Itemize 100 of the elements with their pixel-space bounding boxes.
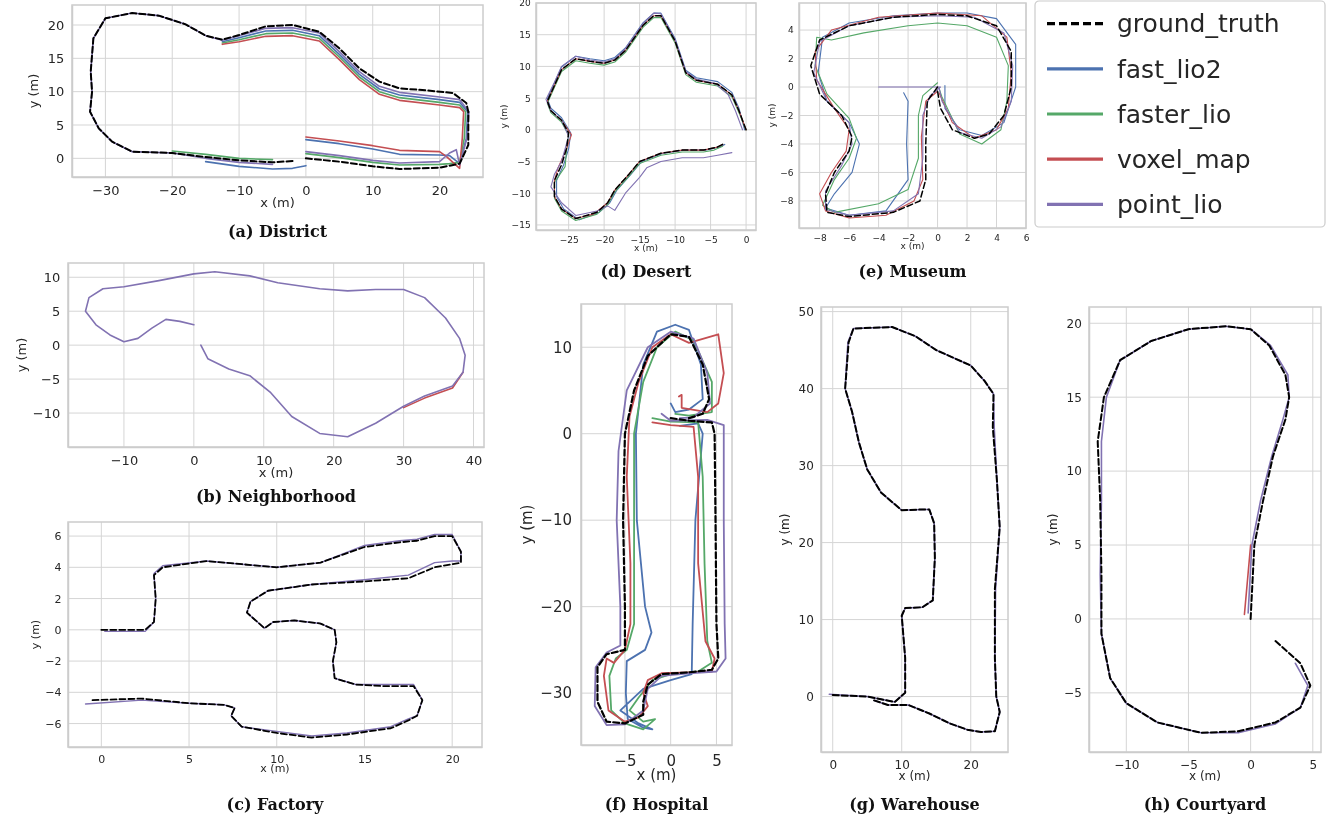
x-tick-label: −6 [842, 232, 857, 243]
x-axis-title: x (m) [260, 762, 290, 776]
x-tick-label: −10 [666, 234, 686, 245]
y-tick-label: −30 [540, 684, 572, 703]
x-axis-title: x (m) [634, 242, 658, 253]
text: (c) Factory [226, 795, 325, 814]
text: (f) Hospital [604, 795, 709, 814]
x-tick-label: 0 [98, 752, 106, 766]
x-tick-label: −10 [1114, 757, 1140, 772]
y-tick-label: 0 [55, 150, 65, 166]
x-tick-label: 0 [743, 234, 750, 245]
y-tick-label: −8 [780, 196, 794, 207]
y-tick-label: −6 [45, 717, 62, 731]
legend-label: fast_lio2 [1117, 54, 1222, 84]
y-tick-label: 10 [798, 612, 814, 627]
y-tick-label: 5 [51, 303, 61, 319]
x-axis-title: x (m) [636, 765, 677, 784]
y-tick-label: 0 [806, 689, 814, 704]
x-tick-label: −30 [92, 183, 120, 199]
y-tick-label: 10 [43, 269, 61, 285]
x-tick-label: 5 [1309, 757, 1318, 772]
x-tick-label: 20 [445, 752, 460, 766]
y-tick-label: 0 [787, 82, 794, 93]
y-tick-label: −5 [1064, 686, 1082, 701]
x-tick-label: −20 [159, 183, 187, 199]
y-tick-label: 0 [54, 623, 62, 637]
x-tick-label: 0 [1247, 757, 1255, 772]
y-tick-label: 10 [552, 338, 572, 357]
y-tick-label: 10 [1066, 464, 1082, 479]
text: (e) Museum [858, 262, 967, 281]
x-tick-label: 0 [935, 232, 942, 243]
x-tick-label: 20 [431, 183, 449, 199]
y-tick-label: 0 [51, 337, 61, 353]
text: (b) Neighborhood [195, 487, 357, 506]
x-tick-label: 15 [357, 752, 372, 766]
y-tick-label: 4 [54, 561, 62, 575]
y-tick-label: 4 [787, 25, 794, 36]
y-tick-label: 20 [1066, 316, 1082, 331]
x-axis-title: x (m) [900, 240, 925, 251]
y-axis-title: y (m) [498, 104, 509, 129]
y-tick-label: 10 [47, 84, 65, 100]
x-tick-label: 0 [190, 453, 199, 469]
y-tick-label: 0 [524, 125, 531, 136]
legend-label: ground_truth [1117, 9, 1280, 39]
y-tick-label: 40 [798, 381, 814, 396]
x-tick-label: −20 [595, 234, 615, 245]
y-tick-label: −10 [32, 405, 61, 421]
y-tick-label: −5 [517, 156, 531, 167]
x-tick-label: −8 [813, 232, 828, 243]
y-axis-title: y (m) [1046, 513, 1061, 546]
x-tick-label: −10 [110, 453, 139, 469]
text: (h) Courtyard [1143, 795, 1267, 814]
y-tick-label: 5 [1074, 538, 1082, 553]
y-tick-label: −4 [780, 139, 794, 150]
y-axis-title: y (m) [767, 103, 778, 128]
y-tick-label: 6 [54, 530, 62, 544]
x-tick-label: 2 [964, 232, 971, 243]
x-tick-label: 5 [186, 752, 194, 766]
legend-label: voxel_map [1117, 144, 1251, 174]
line-series [619, 323, 704, 731]
y-tick-label: 20 [47, 17, 65, 33]
y-tick-label: −2 [780, 110, 794, 121]
y-tick-label: −2 [45, 655, 62, 669]
y-tick-label: 20 [519, 0, 531, 9]
y-tick-label: −4 [45, 686, 62, 700]
legend-label: faster_lio [1117, 99, 1232, 129]
y-tick-label: 0 [1074, 612, 1082, 627]
y-tick-label: −5 [41, 371, 61, 387]
y-axis-title: y (m) [25, 73, 41, 109]
y-tick-label: 0 [562, 425, 572, 444]
y-tick-label: −10 [540, 511, 572, 530]
y-tick-label: 2 [54, 592, 62, 606]
line-series [84, 271, 466, 438]
x-tick-label: −2 [901, 232, 916, 243]
x-tick-label: 4 [994, 232, 1001, 243]
x-tick-label: 6 [1023, 232, 1030, 243]
x-tick-label: 10 [364, 183, 382, 199]
x-tick-label: 40 [465, 453, 483, 469]
text: (g) Warehouse [849, 795, 980, 814]
text: (a) District [227, 222, 328, 241]
y-tick-label: 15 [519, 30, 531, 41]
x-tick-label: 5 [712, 752, 722, 771]
y-tick-label: 20 [798, 535, 814, 550]
y-tick-label: 50 [798, 304, 814, 319]
y-axis-title: y (m) [13, 337, 29, 373]
y-axis-title: y (m) [518, 504, 537, 545]
y-tick-label: 15 [1066, 390, 1082, 405]
y-tick-label: 5 [55, 117, 65, 133]
y-tick-label: 10 [519, 61, 531, 72]
x-tick-label: 0 [302, 183, 311, 199]
y-tick-label: −6 [780, 167, 794, 178]
x-tick-label: −25 [559, 234, 579, 245]
x-tick-label: −4 [872, 232, 886, 243]
text: (d) Desert [600, 262, 693, 281]
x-tick-label: 0 [829, 757, 838, 772]
y-axis-title: y (m) [28, 619, 42, 650]
y-tick-label: 15 [47, 50, 65, 66]
legend-label: point_lio [1117, 190, 1223, 220]
x-tick-label: −15 [630, 234, 650, 245]
y-tick-label: −20 [540, 597, 572, 616]
